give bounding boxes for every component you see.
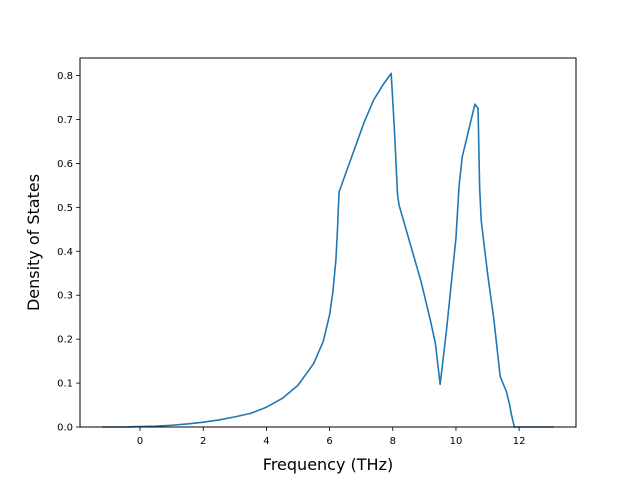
series-line-0 <box>102 72 554 428</box>
y-tick-label: 0.0 <box>57 423 73 434</box>
x-tick-label: 4 <box>263 436 269 447</box>
x-tick-label: 0 <box>137 436 143 447</box>
x-tick-label: 12 <box>513 436 526 447</box>
axes-frame <box>79 57 577 428</box>
y-tick-label: 0.3 <box>57 291 73 302</box>
y-tick-label: 0.1 <box>57 379 73 390</box>
x-axis-label: Frequency (THz) <box>263 455 393 474</box>
x-tick-label: 10 <box>450 436 463 447</box>
y-tick-label: 0.7 <box>57 115 73 126</box>
x-axis-ticks: 0 2 4 6 8 10 12 <box>137 427 526 447</box>
x-tick-label: 2 <box>200 436 206 447</box>
y-axis-ticks: 0.0 0.1 0.2 0.3 0.4 0.5 0.6 0.7 0.8 <box>57 71 80 434</box>
y-tick-label: 0.4 <box>57 247 73 258</box>
y-tick-label: 0.8 <box>57 71 73 82</box>
plot-area <box>102 72 554 428</box>
x-tick-label: 6 <box>326 436 332 447</box>
y-tick-label: 0.6 <box>57 159 73 170</box>
y-axis-label: Density of States <box>24 174 43 311</box>
x-tick-label: 8 <box>390 436 396 447</box>
y-tick-label: 0.5 <box>57 203 73 214</box>
y-tick-label: 0.2 <box>57 335 73 346</box>
